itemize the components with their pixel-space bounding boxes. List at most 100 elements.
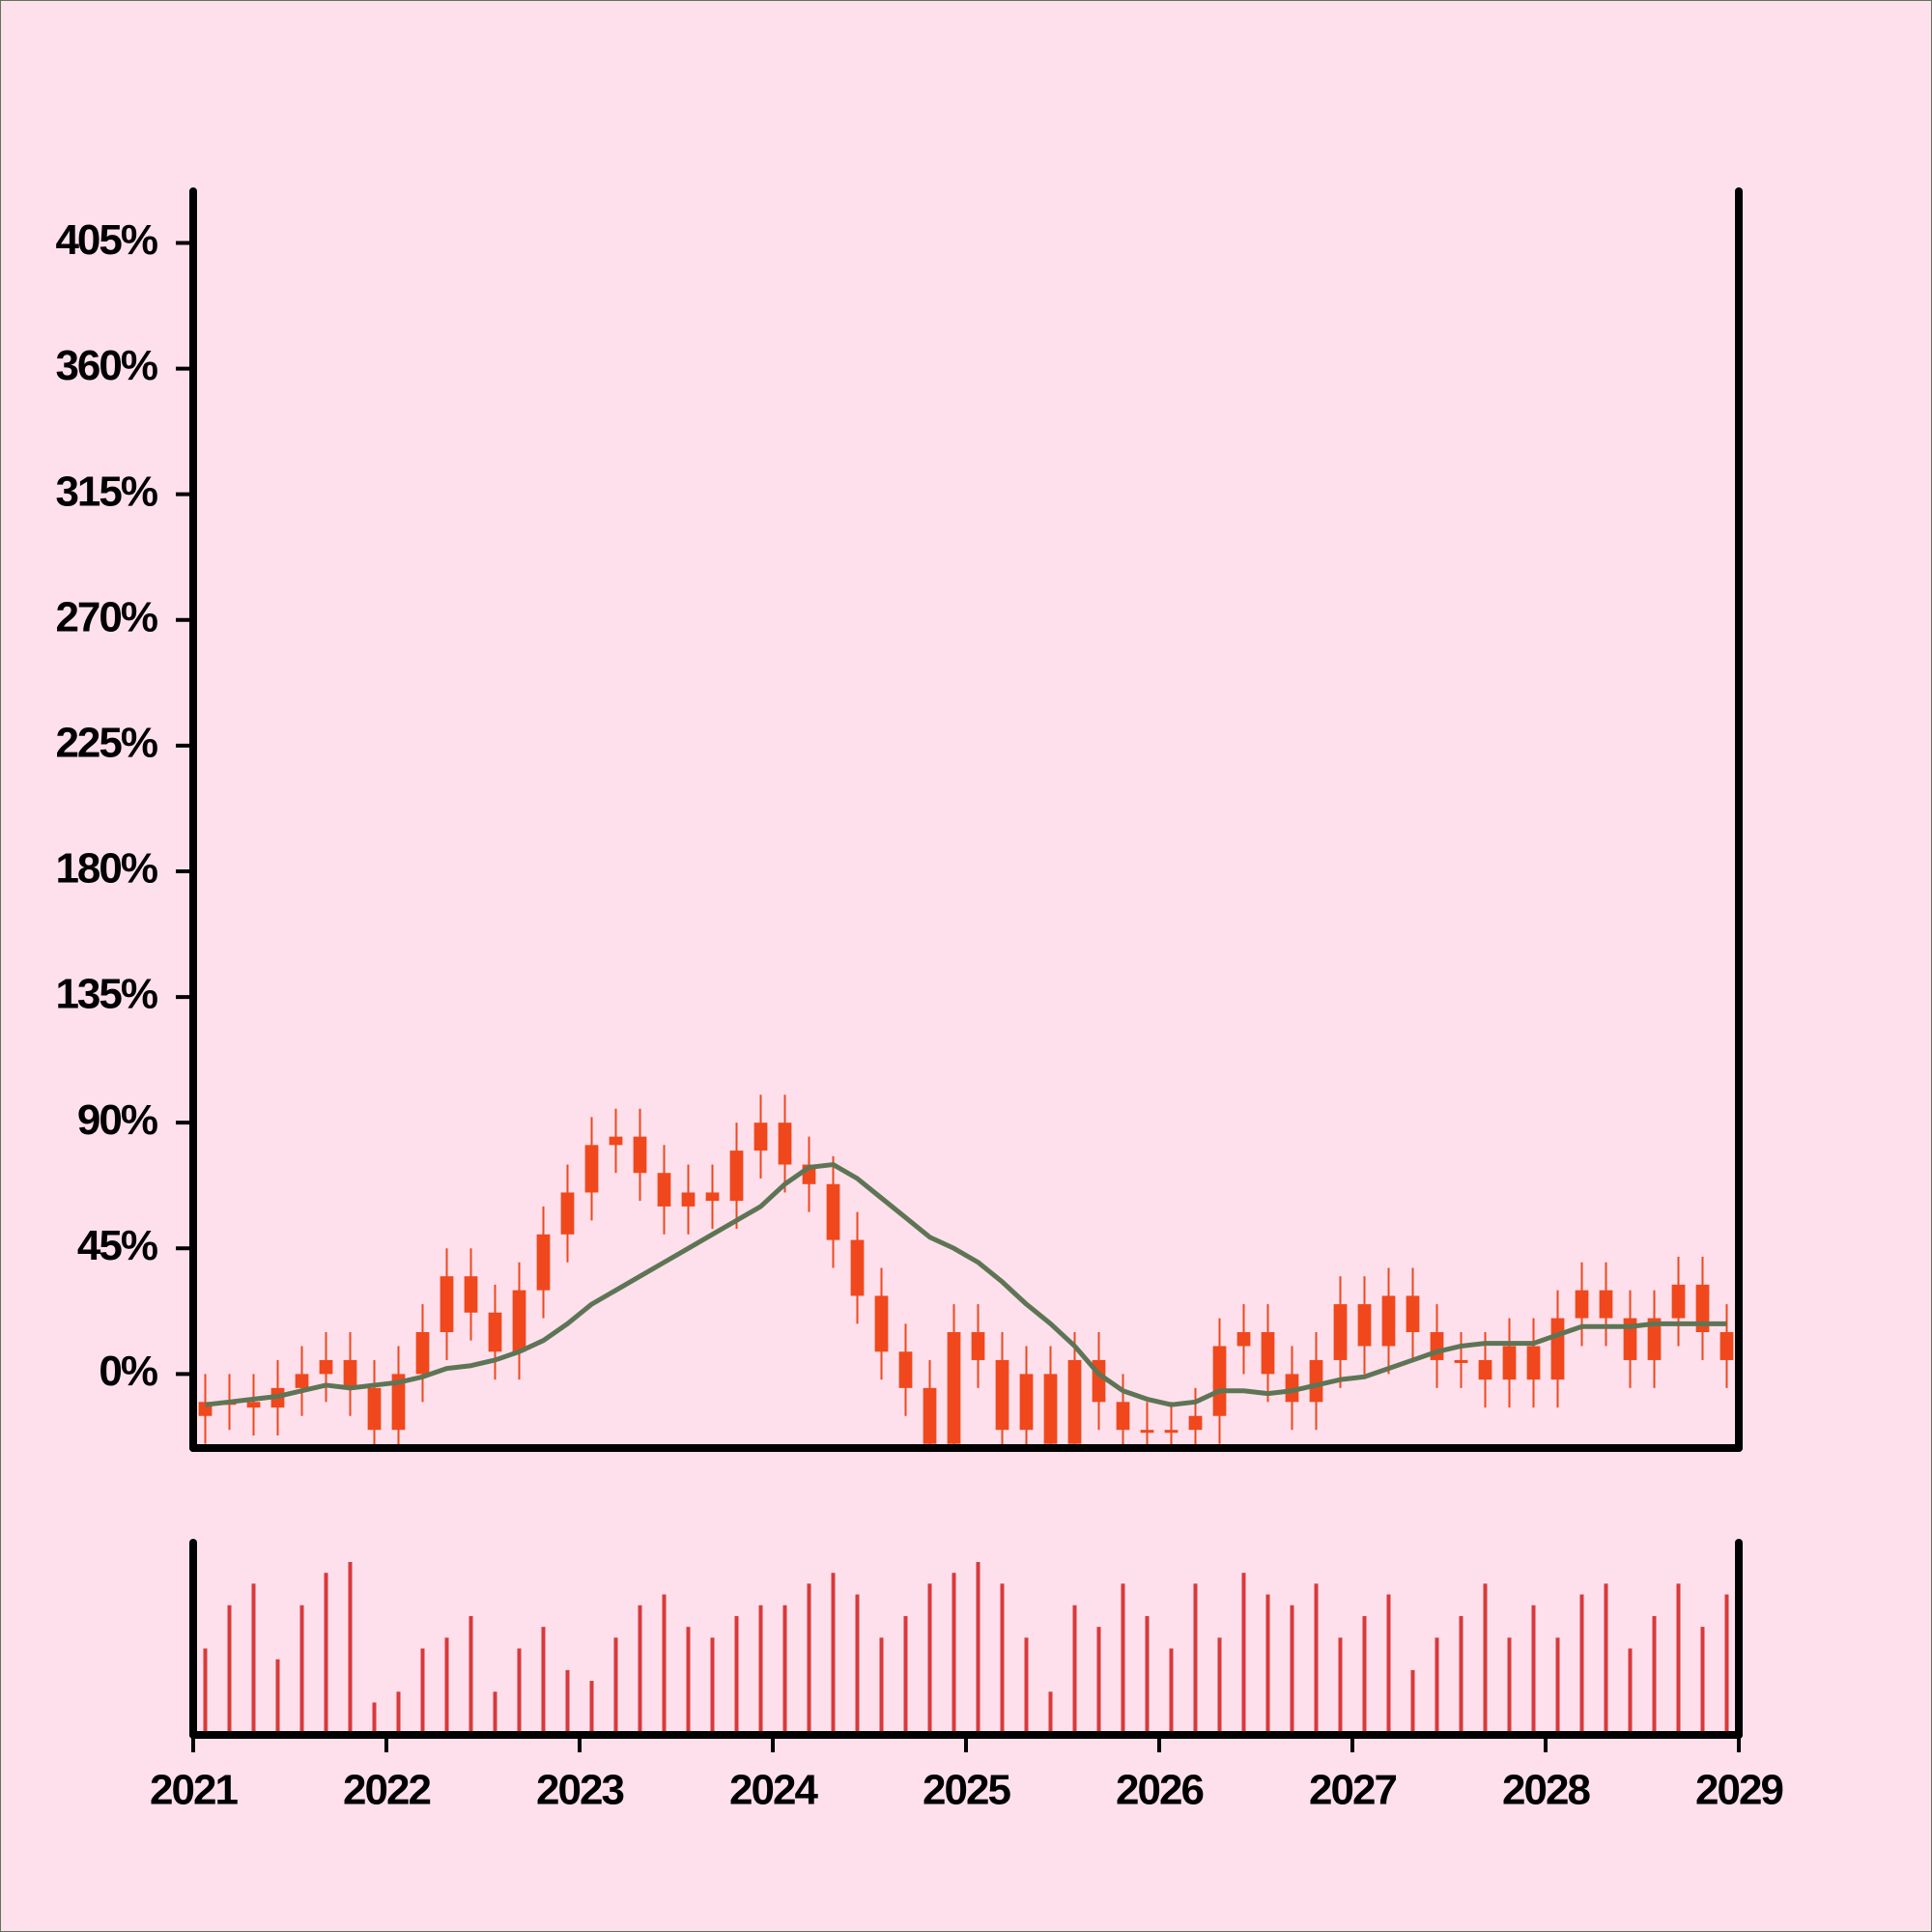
volume-bar [1531,1605,1536,1735]
volume-bar [1024,1637,1029,1735]
volume-bar [1217,1637,1222,1735]
candle-body [1454,1359,1468,1363]
candle-body [1212,1346,1227,1416]
candle-body [1550,1318,1565,1380]
volume-bar [420,1648,425,1735]
y-tick-label: 90% [77,1096,157,1144]
volume-bar [710,1637,715,1735]
volume-bar [227,1605,232,1735]
volume-bar [976,1562,980,1735]
volume-bar [348,1562,353,1735]
candle-body [705,1192,720,1202]
volume-bar [1000,1583,1005,1735]
x-tick-label: 2026 [1116,1767,1203,1814]
candle-body [1285,1374,1299,1403]
volume-bar [1096,1627,1101,1735]
volume-bar [1314,1583,1319,1735]
y-tick-label: 315% [55,468,156,515]
candle-body [1599,1290,1613,1319]
candle-body [923,1387,937,1444]
volume-bar [952,1573,956,1735]
candle-body [415,1332,430,1375]
volume-bar [1241,1573,1246,1735]
volume-bar [541,1627,546,1735]
x-tick-label: 2027 [1309,1767,1396,1814]
candle-body [1575,1290,1589,1319]
volume-bar [782,1605,787,1735]
moving-average-line [205,1162,1727,1407]
volume-bar [517,1648,522,1735]
volume-bar [493,1691,497,1735]
y-tick-label: 135% [55,971,156,1018]
volume-bar [1410,1669,1415,1735]
volume-bar [807,1583,811,1735]
candle-body [1164,1430,1179,1434]
candle-body [536,1234,551,1291]
candle-body [1502,1346,1517,1380]
candle-body [753,1122,768,1151]
volume-bar [1652,1615,1657,1735]
y-tick-label: 180% [55,845,156,893]
candle-body [850,1239,865,1296]
volume-bar [1265,1594,1270,1735]
volume-bar [1676,1583,1681,1735]
volume-bar [1628,1648,1633,1735]
candle-body [1116,1402,1130,1431]
x-tick-label: 2025 [923,1767,1010,1814]
y-tick-label: 45% [77,1222,157,1269]
candle-body [319,1359,333,1375]
candle-body [584,1145,599,1193]
candle-body [1406,1295,1420,1333]
candle-body [681,1192,696,1207]
volume-bar [469,1615,473,1735]
candle-body [1333,1304,1348,1360]
candle-body [1019,1374,1034,1431]
volume-bar [1459,1615,1463,1735]
volume-bar [758,1605,763,1735]
volume-bar [1145,1615,1150,1735]
volume-bar [662,1594,667,1735]
volume-bar [324,1573,328,1735]
volume-bar [686,1627,691,1735]
candle-body [657,1173,671,1207]
volume-bar [251,1583,256,1735]
x-tick-label: 2029 [1695,1767,1782,1814]
volume-bar [855,1594,860,1735]
candle-body [1309,1359,1323,1403]
candle-body [560,1192,575,1235]
volume-bar [1048,1691,1053,1735]
volume-bar [1290,1605,1294,1735]
volume-bar [638,1605,642,1735]
volume-bar [879,1637,884,1735]
candle-body [1236,1332,1251,1347]
volume-bar [613,1637,618,1735]
volume-bar [203,1648,208,1735]
candle-body [1478,1359,1492,1380]
plot-area [198,1094,1734,1448]
volume-bar [1579,1594,1584,1735]
volume-bar [1121,1583,1125,1735]
volume-bar [927,1583,932,1735]
y-tick-label: 0% [99,1348,156,1395]
candle-body [947,1332,961,1444]
volume-bar [396,1691,401,1735]
volume-bar [734,1615,739,1735]
candle-body [826,1183,840,1240]
candle-body [1526,1346,1541,1380]
volume-bar [1483,1583,1488,1735]
candle-body [971,1332,985,1360]
candle-body [1261,1332,1275,1375]
candle-body [995,1359,1009,1431]
volume-bar [372,1702,377,1735]
volume-bar [1072,1605,1077,1735]
candle-body [295,1374,309,1388]
volume-bar [444,1637,449,1735]
volume-bar [903,1615,908,1735]
x-tick-label: 2021 [150,1767,238,1814]
volume-bar [1724,1594,1729,1735]
candle-body [1671,1284,1686,1319]
candle-body [1067,1359,1082,1444]
candle-body [1695,1284,1710,1333]
